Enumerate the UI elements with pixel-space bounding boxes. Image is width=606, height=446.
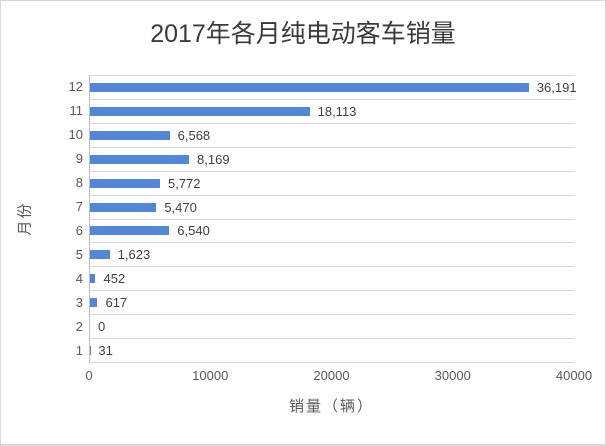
value-label-month-5: 1,623: [117, 247, 151, 263]
chart-row-month-10: 6,568: [90, 122, 575, 147]
bar-month-11: [90, 106, 310, 116]
chart-row-month-6: 6,540: [90, 218, 575, 243]
chart-row-month-12: 36,191: [90, 75, 577, 99]
value-label-month-11: 18,113: [317, 103, 357, 119]
chart-row-month-2: 0: [90, 314, 575, 338]
chart-row-month-4: 452: [90, 266, 575, 290]
y-tick-label-6: 6: [75, 222, 83, 238]
x-axis-title: 销量（辆）: [288, 398, 374, 415]
y-tick-label-5: 5: [75, 246, 83, 262]
y-tick-labels: 12 11 10 9 8 7 6 5 4 3 2 1: [1, 75, 83, 362]
y-tick-label-7: 7: [75, 199, 83, 215]
x-tick-labels: 0 10000 20000 30000 40000: [85, 368, 592, 384]
value-label-month-1: 31: [98, 343, 113, 359]
bar-month-6: [90, 226, 170, 236]
chart-row-month-11: 18,113: [90, 98, 575, 123]
chart-row-month-3: 617: [90, 290, 575, 314]
y-tick-label-10: 10: [68, 127, 83, 143]
bar-month-4: [90, 274, 96, 284]
value-label-month-6: 6,540: [177, 223, 210, 239]
x-tick-label-20000: 20000: [313, 368, 350, 383]
chart-row-month-5: 1,623: [90, 242, 575, 266]
plot-area: 36,191 18,113 6,568 8,169 5,772 5,470 6,540 1,6…: [89, 75, 577, 363]
chart-row-month-9: 8,169: [90, 146, 575, 171]
value-label-month-7: 5,470: [164, 199, 197, 215]
value-label-month-9: 8,169: [197, 151, 230, 167]
y-tick-label-2: 2: [75, 318, 83, 334]
value-label-month-4: 452: [103, 271, 126, 287]
y-tick-label-9: 9: [75, 151, 83, 167]
x-tick-label-10000: 10000: [192, 368, 229, 383]
value-label-month-12: 36,191: [536, 79, 577, 95]
bar-month-8: [90, 178, 160, 188]
y-tick-label-12: 12: [68, 79, 83, 95]
bar-month-10: [90, 130, 170, 140]
y-tick-label-8: 8: [75, 175, 83, 191]
chart-row-month-7: 5,470: [90, 194, 575, 219]
y-tick-label-4: 4: [75, 270, 83, 286]
x-tick-label-40000: 40000: [555, 368, 593, 383]
x-tick-label-0: 0: [85, 368, 93, 383]
bar-month-3: [90, 298, 98, 308]
chart-row-month-1: 31: [90, 338, 575, 362]
y-tick-label-1: 1: [75, 342, 83, 358]
y-tick-label-3: 3: [75, 294, 83, 310]
bar-month-7: [90, 202, 157, 212]
value-label-month-3: 617: [105, 295, 128, 311]
value-label-month-8: 5,772: [167, 175, 201, 191]
x-tick-label-30000: 30000: [434, 368, 471, 383]
chart-row-month-8: 5,772: [90, 170, 575, 195]
bar-month-5: [90, 250, 110, 260]
value-label-month-10: 6,568: [177, 127, 211, 143]
bar-month-9: [90, 154, 190, 164]
value-label-month-2: 0: [98, 319, 106, 335]
y-tick-label-11: 11: [69, 103, 84, 119]
chart-title: 2017年各月纯电动客车销量: [150, 20, 456, 48]
bar-month-12: [90, 82, 529, 92]
